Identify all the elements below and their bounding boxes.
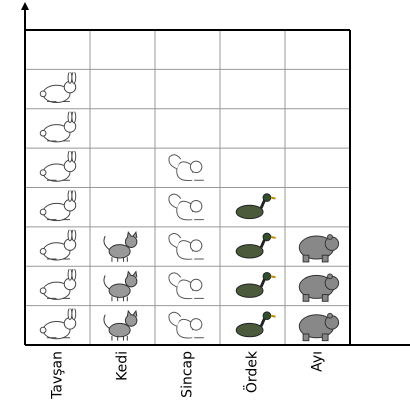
- icon: [39, 72, 77, 103]
- icon: [234, 192, 277, 221]
- icon: [39, 151, 77, 182]
- icon: [39, 269, 77, 300]
- icon: [168, 193, 205, 221]
- icon: [298, 273, 340, 302]
- icon: [103, 271, 138, 302]
- x-tick-label: Sincap: [180, 351, 196, 398]
- icon-column: [39, 72, 77, 340]
- icon: [168, 311, 205, 339]
- icon: [234, 310, 277, 339]
- icon-column: [168, 154, 205, 339]
- icon-column: [298, 234, 340, 342]
- icon: [234, 231, 277, 260]
- icon: [168, 154, 205, 182]
- icon: [234, 271, 277, 299]
- x-tick-label: Tavşan: [50, 351, 66, 400]
- x-tick-label: Ayı: [310, 351, 326, 372]
- icon-column: [103, 231, 138, 342]
- icon: [39, 308, 77, 340]
- icon: [298, 312, 340, 342]
- icon: [39, 190, 77, 222]
- icon: [168, 272, 205, 300]
- icon: [103, 310, 138, 342]
- icon: [39, 111, 77, 143]
- y-axis-arrow: [21, 2, 29, 10]
- x-tick-label: Ördek: [243, 350, 261, 393]
- icon: [103, 231, 138, 263]
- icon-column: [234, 192, 277, 339]
- plot: Tavşan Kedi Sincap Ördek Ayı: [21, 2, 410, 400]
- icon: [39, 229, 77, 261]
- icon: [168, 233, 205, 260]
- icon: [298, 234, 340, 263]
- x-tick-label: Kedi: [115, 351, 131, 381]
